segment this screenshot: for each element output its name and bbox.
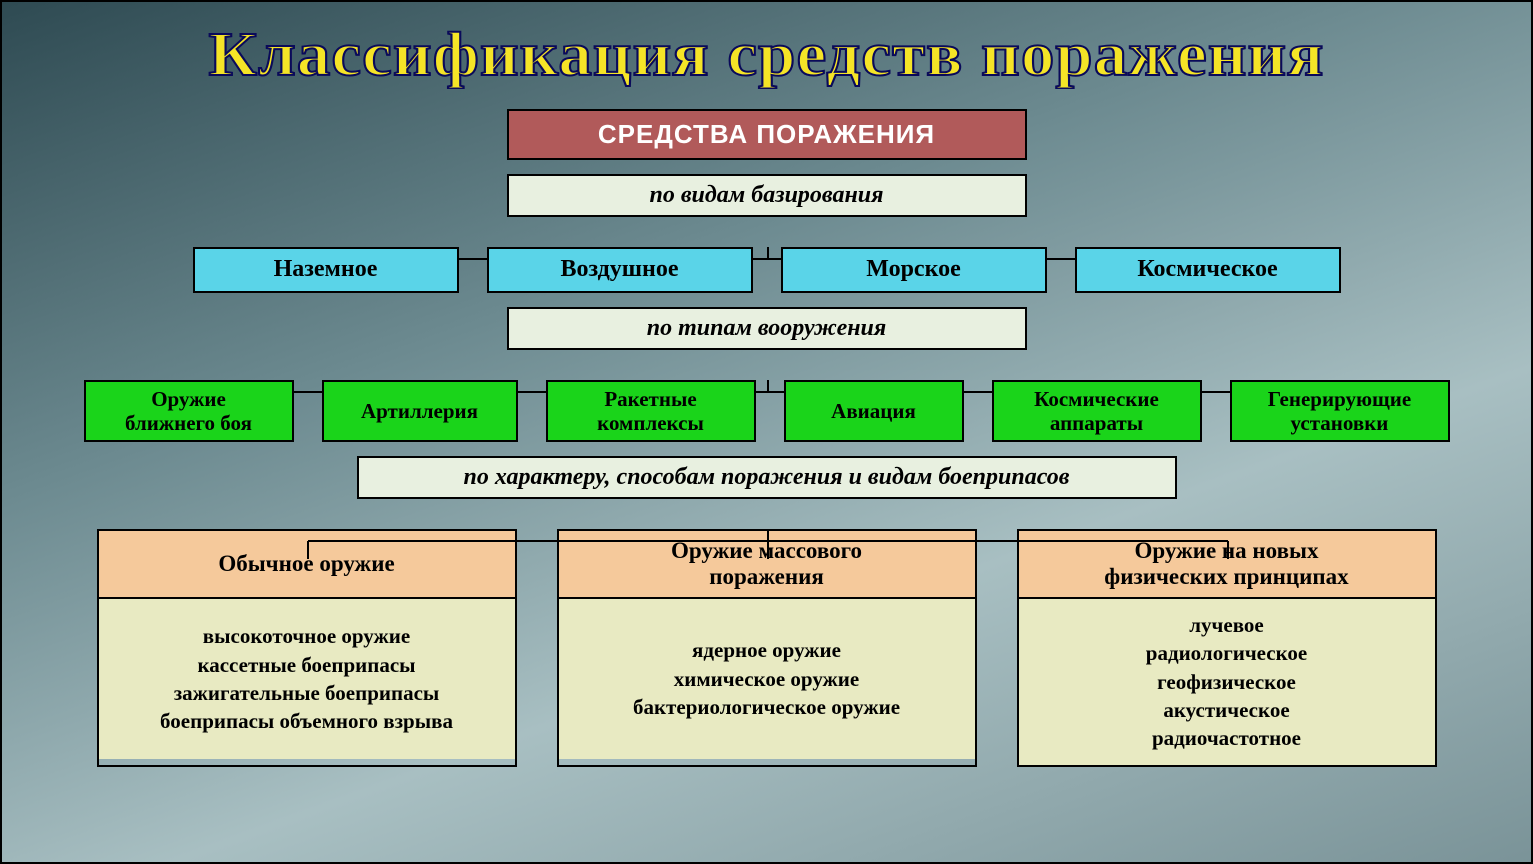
node-artillery: Артиллерия [322,380,518,442]
row-basing: Наземное Воздушное Морское Космическое [2,247,1531,293]
section-label-armament: по типам вооружения [507,307,1027,350]
card-body-wmd: ядерное оружие химическое оружие бактери… [559,599,975,759]
card-header-new-physics: Оружие на новых физических принципах [1019,531,1435,599]
node-space: Космическое [1075,247,1341,293]
card-header-conventional: Обычное оружие [99,531,515,599]
card-conventional: Обычное оружие высокоточное оружие кассе… [97,529,517,767]
card-wmd: Оружие массового поражения ядерное оружи… [557,529,977,767]
row-armament: Оружие ближнего боя Артиллерия Ракетные … [2,380,1531,442]
root-node: СРЕДСТВА ПОРАЖЕНИЯ [507,109,1027,160]
row-character: Обычное оружие высокоточное оружие кассе… [2,529,1531,767]
node-sea: Морское [781,247,1047,293]
node-close-combat: Оружие ближнего боя [84,380,294,442]
node-ground: Наземное [193,247,459,293]
node-air: Воздушное [487,247,753,293]
node-missile: Ракетные комплексы [546,380,756,442]
card-body-conventional: высокоточное оружие кассетные боеприпасы… [99,599,515,759]
node-spacecraft: Космические аппараты [992,380,1202,442]
card-body-new-physics: лучевое радиологическое геофизическое ак… [1019,599,1435,765]
section-label-basing: по видам базирования [507,174,1027,217]
card-header-wmd: Оружие массового поражения [559,531,975,599]
section-label-character: по характеру, способам поражения и видам… [357,456,1177,499]
slide-title: Классификация средств поражения [0,2,1533,91]
card-new-physics: Оружие на новых физических принципах луч… [1017,529,1437,767]
node-generating: Генерирующие установки [1230,380,1450,442]
node-aviation: Авиация [784,380,964,442]
